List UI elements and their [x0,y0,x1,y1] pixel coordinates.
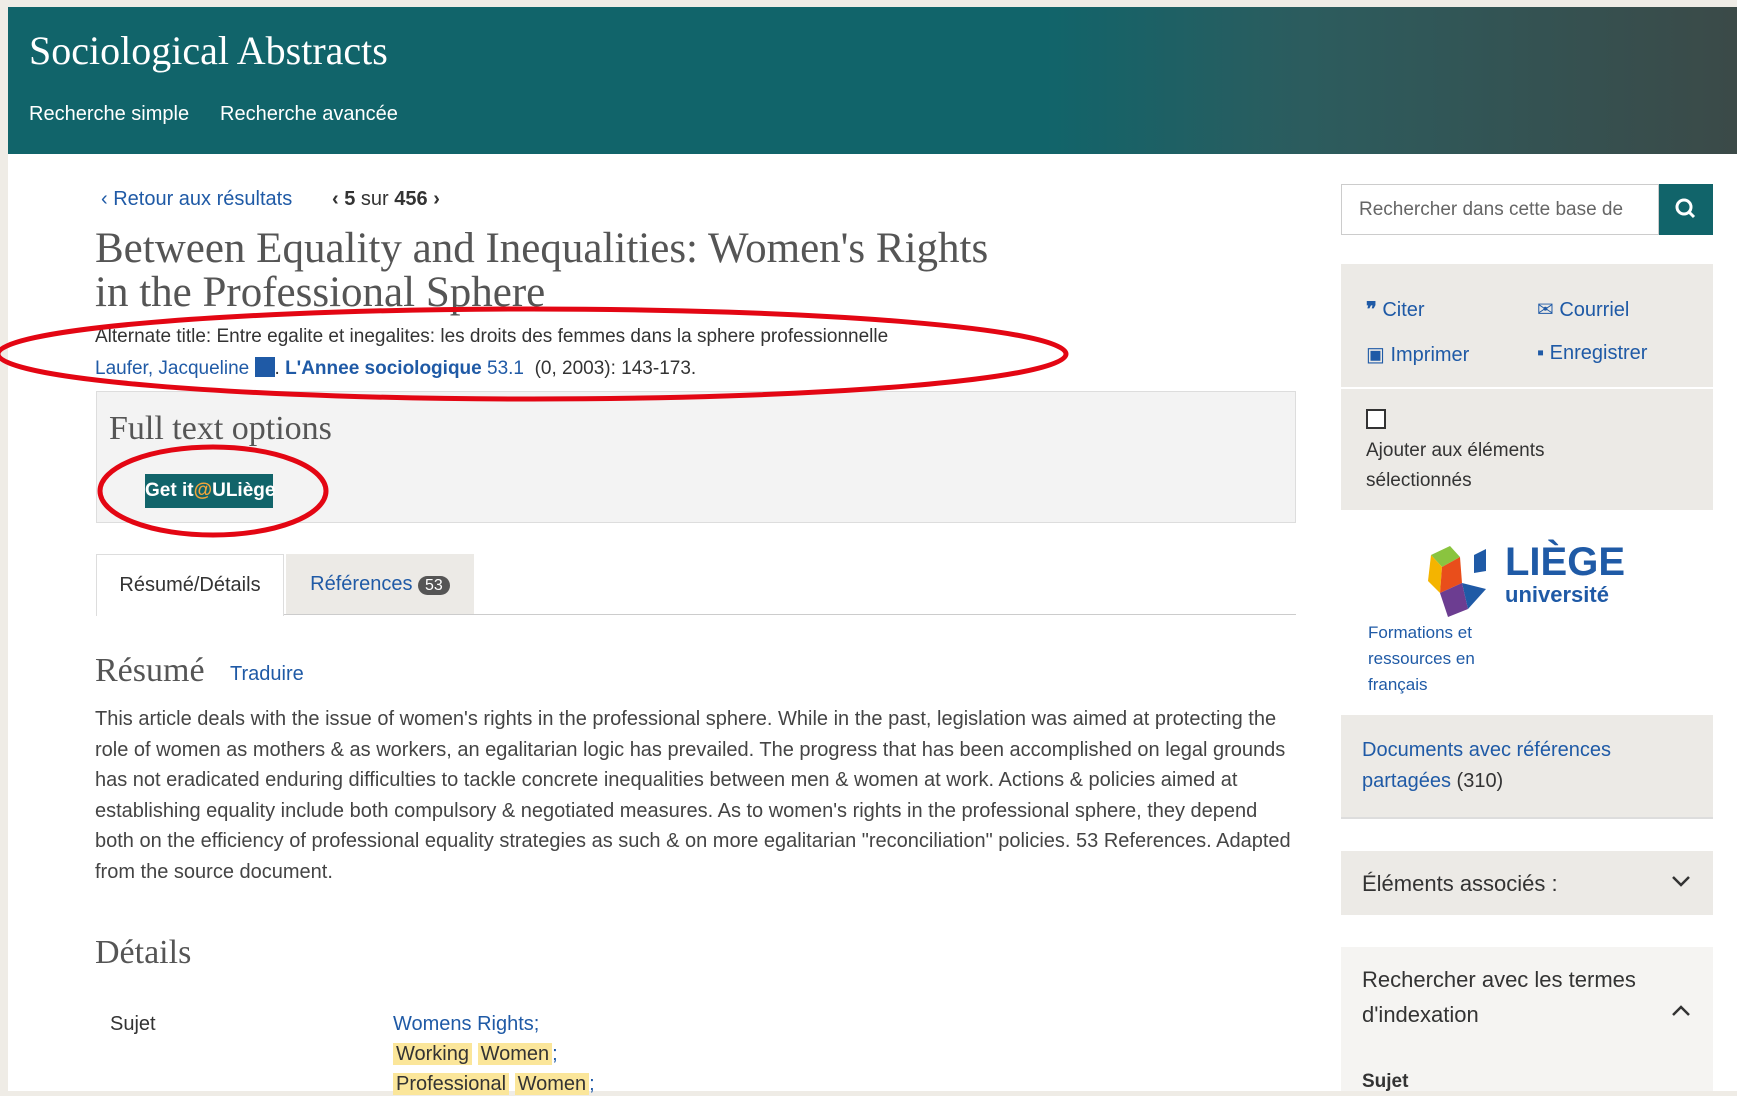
chevron[interactable] [1671,1005,1691,1017]
next[interactable]: › [433,188,440,210]
subject-term[interactable]: Womens Rights; [393,1013,539,1036]
of: sur [361,188,389,210]
tab[interactable]: Références 53 [286,554,474,614]
nav-link[interactable]: Recherche simple [29,103,189,126]
pages: (0, 2003): 143-173. [535,358,697,379]
nav-link[interactable]: Recherche avancée [220,103,398,126]
full-text-heading: Full text options [109,410,332,448]
details-heading: Détails [95,934,191,972]
highlight: Women [478,1043,553,1065]
chevron [1671,875,1691,887]
total: 456 [394,188,427,210]
button-text: Get it [145,480,194,501]
header: Sociological Abstracts Recherche simple … [8,7,1737,154]
logo-caption[interactable]: Formations et [1368,623,1472,643]
button-at: @ [194,480,213,501]
count: (310) [1457,770,1504,792]
citation-line: Laufer, Jacqueline . L'Annee sociologiqu… [95,357,696,380]
index-subject: Sujet [1362,1071,1408,1093]
label: Imprimer [1390,344,1469,366]
translate-link[interactable]: Traduire [230,663,304,686]
action-email[interactable]: ✉ Courriel [1537,297,1629,322]
badge: 53 [418,576,450,595]
shared-link[interactable]: partagées [1362,770,1451,792]
doc-title: in the Professional Sphere [95,268,545,317]
logo-text: LIÈGE [1505,540,1625,585]
alternate-title: Alternate title: Entre egalite et inegal… [95,326,888,348]
actions-panel [1341,264,1713,387]
pager: ‹ 5 sur 456 › [332,188,440,211]
author[interactable]: Laufer, Jacqueline [95,358,249,379]
highlight: Professional [393,1073,509,1095]
shared-line: partagées (310) [1362,770,1503,793]
label: Enregistrer [1550,342,1648,364]
get-it-button[interactable]: Get it@ULiège [145,474,273,508]
action-print[interactable]: ▣ Imprimer [1366,342,1469,367]
action-save[interactable]: ▪ Enregistrer [1537,342,1647,365]
shared-panel: Documents avec références partagées (310… [1341,715,1713,819]
shared-link[interactable]: Documents avec références [1362,739,1611,762]
page: Sociological Abstracts Recherche simple … [0,0,1737,1091]
logo-caption[interactable]: ressources en [1368,649,1475,669]
current: 5 [344,188,355,210]
related-label: Éléments associés : [1362,871,1558,897]
tab-label: Références [310,573,412,595]
tab-active[interactable]: Résumé/Détails [96,554,284,616]
button-text: ULiège [212,480,275,501]
abstract-text: This article deals with the issue of wom… [95,704,1300,887]
subject-term[interactable]: Professional Women; [393,1073,595,1096]
action-cite[interactable]: ❞ Citer [1366,297,1425,322]
checkbox[interactable] [1366,409,1386,429]
label: Courriel [1559,299,1629,321]
select-panel: Ajouter aux éléments sélectionnés [1341,389,1713,510]
volume[interactable]: 53.1 [487,358,524,379]
sep: ; [589,1073,595,1095]
logo-mark [1428,543,1498,623]
full-text-box: Full text options Get it@ULiège [96,391,1296,523]
journal[interactable]: L'Annee sociologique [285,358,482,379]
separator: . [275,358,280,379]
site-title: Sociological Abstracts [29,27,388,74]
logo-text: université [1505,582,1609,608]
select-label: sélectionnés [1366,470,1472,492]
author-icon [255,357,275,377]
subject-term[interactable]: Working Women; [393,1043,558,1066]
prev[interactable]: ‹ [332,188,339,210]
index-panel: Rechercher avec les termes d'indexation … [1341,947,1713,1091]
index-label: Rechercher avec les termes [1362,967,1636,993]
doc-title: Between Equality and Inequalities: Women… [95,224,988,273]
highlight: Women [515,1073,590,1095]
placeholder: Rechercher dans cette base de [1359,199,1623,221]
highlight: Working [393,1043,472,1065]
back-link[interactable]: ‹ Retour aux résultats [101,188,292,211]
sep: ; [552,1043,558,1065]
search-icon [1659,184,1713,235]
search-box[interactable]: Rechercher dans cette base de [1341,184,1659,235]
label: Citer [1382,299,1424,321]
subject-label: Sujet [110,1013,156,1036]
related-panel[interactable]: Éléments associés : [1341,851,1713,915]
tab-label: Résumé/Détails [119,574,260,596]
select-label: Ajouter aux éléments [1366,440,1545,462]
index-label: d'indexation [1362,1002,1479,1028]
abstract-heading: Résumé [95,652,205,690]
search-button[interactable] [1659,184,1713,235]
logo-caption[interactable]: français [1368,675,1428,695]
